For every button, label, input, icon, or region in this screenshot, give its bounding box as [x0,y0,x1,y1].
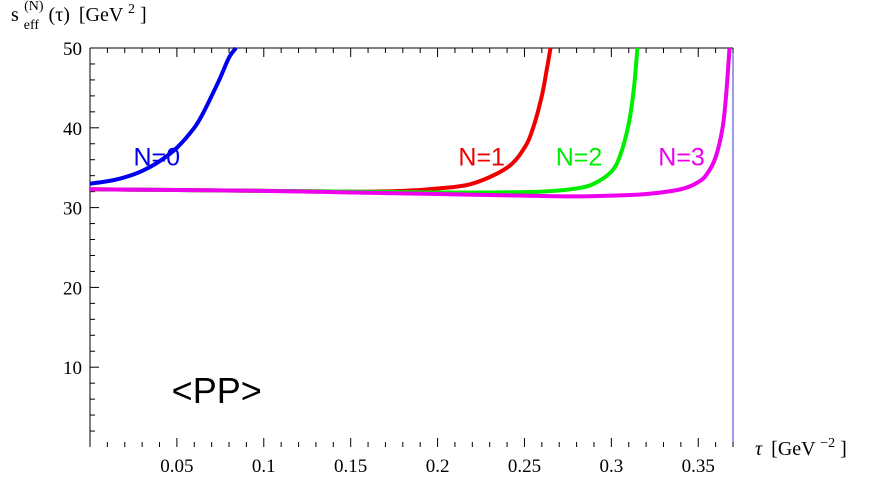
x-tick-label: 0.15 [334,456,367,477]
x-axis-label-symbol: τ [755,438,763,460]
x-axis-label-unit-end: ] [840,438,847,460]
y-tick-label: 20 [63,278,82,299]
x-tick-label: 0.25 [508,456,541,477]
y-axis-label: s eff (N) (τ) [GeV 2 ] [11,0,147,34]
annotation-label: <PP> [172,370,262,411]
x-axis-label: τ [GeV −2 ] [755,430,847,460]
y-tick-label: 30 [63,199,82,220]
tick-labels: 0.05 0.1 0.15 0.2 0.25 0.3 0.35 10 20 30 40 50 [63,39,715,477]
series-label-N1: N=1 [458,144,505,172]
plot-frame [89,47,734,447]
y-tick-label: 40 [63,119,82,140]
x-tick-label: 0.35 [682,456,715,477]
y-axis-label-unit-exp: 2 [128,2,135,17]
x-tick-label: 0.2 [426,456,450,477]
series-label-N0: N=0 [133,144,180,172]
y-axis-label-unit: [GeV [79,4,124,26]
y-axis-label-main: s [11,4,19,26]
series-labels: N=0 N=1 N=2 N=3 [133,144,704,172]
series-line-N0 [90,46,238,186]
series-label-N2: N=2 [556,144,603,172]
x-axis-label-unit: [GeV [771,438,816,460]
axis-ticks [90,47,734,447]
x-axis-label-unit-exp: −2 [820,436,835,451]
y-axis-label-sup: (N) [24,0,44,14]
series-lines [90,46,732,199]
x-tick-label: 0.1 [252,456,276,477]
y-tick-label: 10 [63,358,82,379]
x-tick-label: 0.3 [599,456,623,477]
y-axis-label-unit-end: ] [140,4,147,26]
y-axis-label-arg: (τ) [49,4,70,26]
series-label-N3: N=3 [658,144,705,172]
x-tick-label: 0.05 [160,456,193,477]
series-line-N3 [90,47,732,199]
y-axis-label-sub: eff [24,18,40,33]
y-tick-label: 50 [63,39,82,60]
